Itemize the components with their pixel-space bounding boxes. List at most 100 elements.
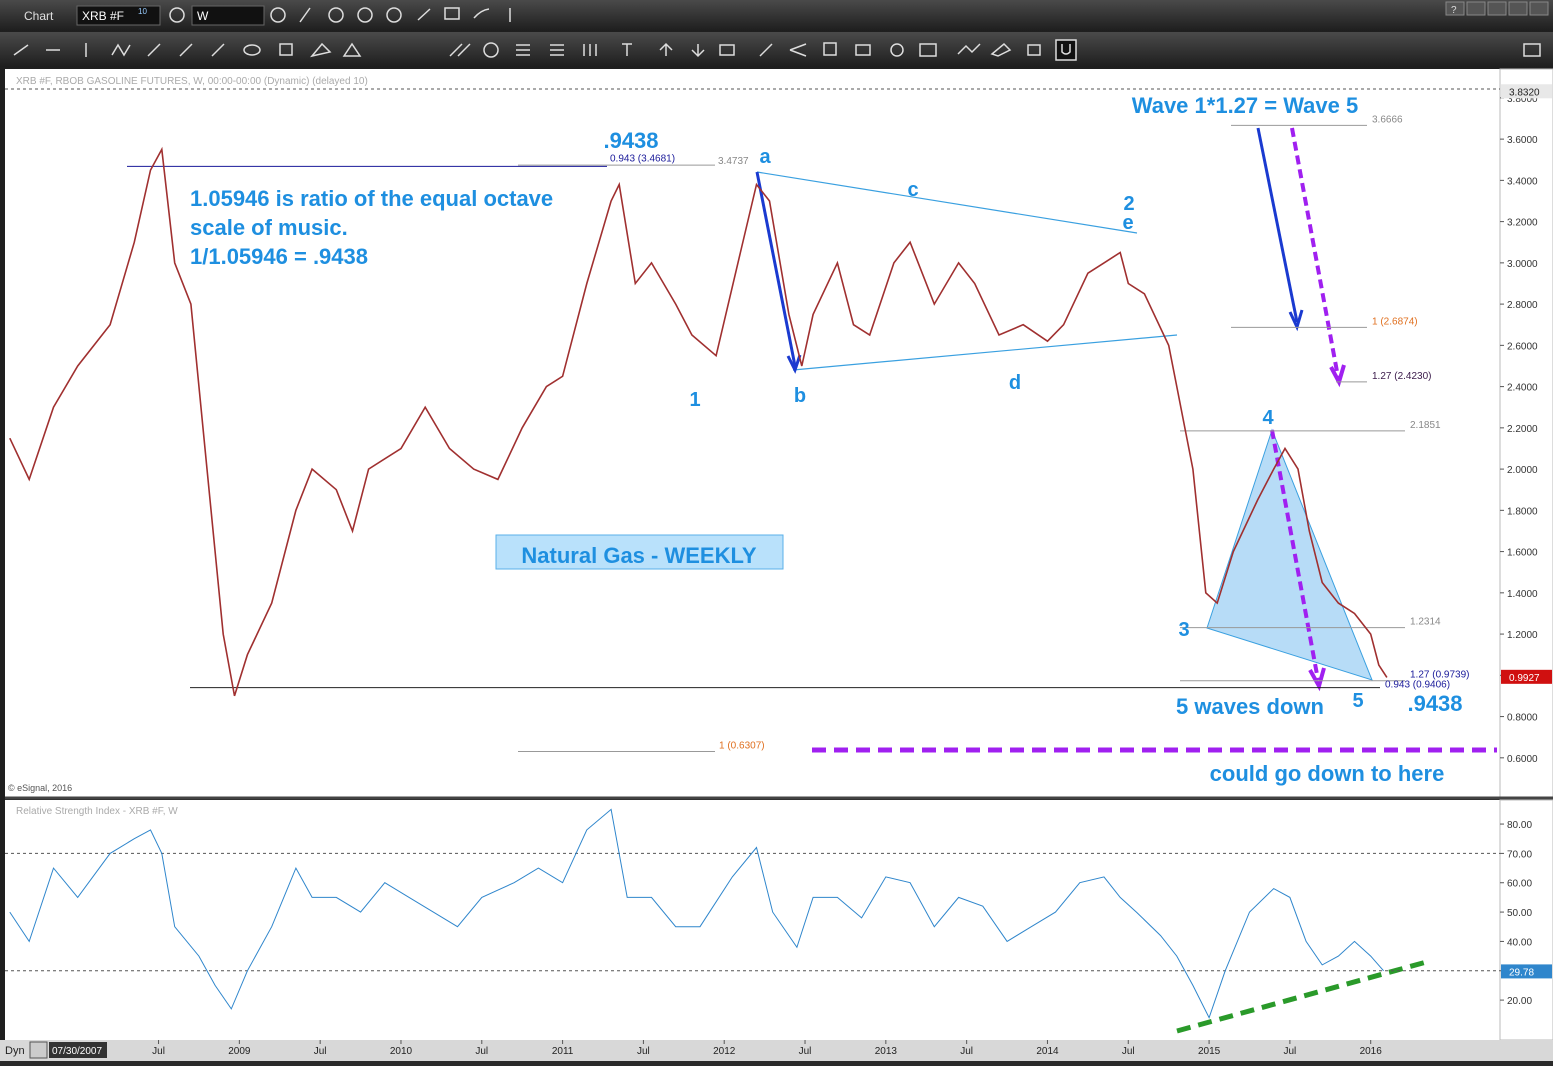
y-tick-label: 60.00 (1507, 879, 1532, 890)
level-label: 3.4737 (718, 156, 749, 167)
price-marker-label: 3.8320 (1509, 87, 1540, 98)
dyn-label: Dyn (5, 1045, 25, 1057)
level-label: 2.1851 (1410, 420, 1441, 431)
start-date-box (49, 1042, 107, 1058)
y-tick-label: 3.0000 (1507, 259, 1538, 270)
annotation: scale of music. (190, 215, 348, 240)
annotation: c (907, 179, 918, 201)
y-tick-label: 3.8000 (1507, 94, 1538, 105)
y-tick-label: 0.6000 (1507, 754, 1538, 765)
symbol-badge: 10 (138, 7, 147, 16)
x-tick-label: Jul (637, 1046, 650, 1057)
x-tick-label: 2014 (1036, 1046, 1059, 1057)
annotation: .9438 (1407, 691, 1462, 716)
y-tick-label: 70.00 (1507, 849, 1532, 860)
drawings (5, 88, 1500, 1034)
interval: W (197, 9, 209, 23)
x-tick-label: Jul (960, 1046, 973, 1057)
y-tick-label: 1.4000 (1507, 589, 1538, 600)
y-tick-label: 3.6000 (1507, 135, 1538, 146)
y-tick-label: 2.0000 (1507, 465, 1538, 476)
x-tick-label: Jul (799, 1046, 812, 1057)
annotation: Wave 1*1.27 = Wave 5 (1132, 93, 1358, 118)
pattern-triangle (1206, 428, 1373, 681)
interval-box[interactable] (191, 5, 265, 26)
arrowhead (1308, 667, 1326, 692)
blue-arrow (1256, 127, 1299, 323)
price-panel (5, 69, 1500, 797)
dashed-arrow (1270, 429, 1320, 681)
annotation: e (1122, 212, 1133, 234)
arrow-ab (755, 171, 797, 367)
y-tick-label: 2.2000 (1507, 424, 1538, 435)
annotation: a (759, 146, 771, 168)
annotation: could go down to here (1210, 761, 1445, 786)
level-label: 1.27 (0.9739) (1410, 670, 1470, 681)
y-tick-label: 1.8000 (1507, 506, 1538, 517)
x-tick-label: 2011 (552, 1046, 574, 1057)
x-tick-label: 2009 (228, 1046, 251, 1057)
price-line (9, 146, 1388, 697)
symbol: XRB #F (82, 9, 124, 23)
x-tick-label: 2012 (713, 1046, 736, 1057)
price-marker (1501, 84, 1552, 99)
box-label: Natural Gas - WEEKLY (521, 543, 756, 568)
time-axis (0, 1040, 1553, 1061)
x-tick-label: Jul (152, 1046, 165, 1057)
symbol-box[interactable] (76, 5, 161, 26)
y-tick-label: 2.4000 (1507, 383, 1538, 394)
y-tick-label: 0.8000 (1507, 713, 1538, 724)
y-tick-label: 1.2000 (1507, 630, 1538, 641)
rsi-subtitle: Relative Strength Index - XRB #F, W (16, 806, 178, 817)
price-marker (1501, 669, 1552, 684)
triangle-lower (792, 334, 1178, 371)
y-tick-label: 2.8000 (1507, 300, 1538, 311)
x-tick-label: Jul (1122, 1046, 1135, 1057)
x-tick-label: 2015 (1198, 1046, 1221, 1057)
price-subtitle: XRB #F, RBOB GASOLINE FUTURES, W, 00:00-… (16, 76, 368, 87)
help-button[interactable]: ? (1451, 5, 1457, 16)
triangle-upper (756, 171, 1138, 234)
dyn-icon[interactable] (29, 1041, 48, 1059)
start-date: 07/30/2007 (52, 1046, 102, 1057)
level-label: 0.943 (3.4681) (610, 153, 675, 164)
window-title: Chart (24, 9, 54, 23)
level-label: 1 (2.6874) (1372, 316, 1418, 327)
x-tick-label: 2010 (390, 1046, 413, 1057)
toolbar-icons[interactable] (13, 7, 1541, 61)
y-tick-label: 3.4000 (1507, 176, 1538, 187)
level-label: 1.27 (2.4230) (1372, 371, 1432, 382)
annotation: 4 (1262, 407, 1274, 429)
price-marker (1501, 964, 1552, 979)
y-tick-label: 3.2000 (1507, 218, 1538, 229)
y-tick-label: 80.00 (1507, 820, 1532, 831)
y-tick-label: 50.00 (1507, 908, 1532, 919)
label-box (495, 534, 784, 570)
price-marker-label: 0.9927 (1509, 673, 1540, 684)
annotation: b (794, 385, 806, 407)
annotation: d (1009, 372, 1021, 394)
y-tick-label: 2.6000 (1507, 341, 1538, 352)
rsi-panel (5, 800, 1500, 1040)
drawing-toolbar (0, 32, 1553, 67)
rsi-line (9, 808, 1384, 1019)
annotation: .9438 (603, 128, 658, 153)
y-tick-label: 1.6000 (1507, 548, 1538, 559)
x-tick-label: Jul (1283, 1046, 1296, 1057)
annotation: 5 waves down (1176, 694, 1324, 719)
price-marker-label: 29.78 (1509, 967, 1534, 978)
y-tick-label: 20.00 (1507, 996, 1532, 1007)
rsi-axis (1499, 799, 1553, 1041)
annotation: 1 (689, 389, 700, 411)
x-tick-label: Jul (475, 1046, 488, 1057)
x-tick-label: 2013 (875, 1046, 898, 1057)
y-tick-label: 40.00 (1507, 937, 1532, 948)
window-buttons[interactable] (1445, 1, 1549, 16)
annotation: 5 (1352, 690, 1363, 712)
credit: © eSignal, 2016 (8, 783, 72, 793)
annotation: 1.05946 is ratio of the equal octave (190, 186, 553, 211)
annotation: 3 (1178, 619, 1189, 641)
level-label: 1 (0.6307) (719, 740, 765, 751)
